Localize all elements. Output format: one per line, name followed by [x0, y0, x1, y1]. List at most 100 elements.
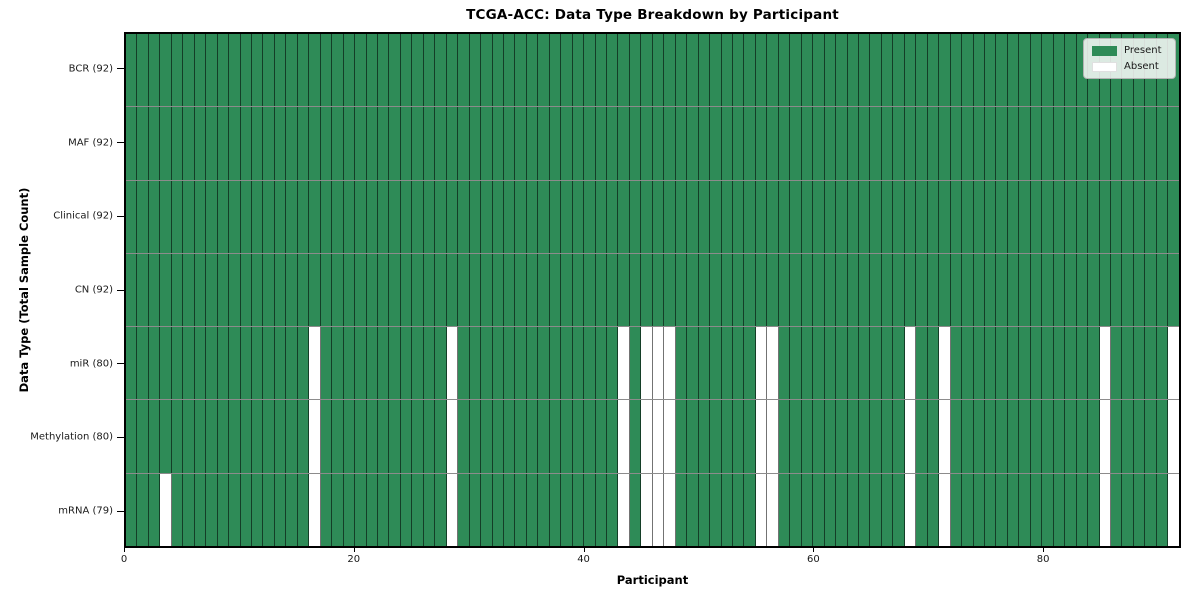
heatmap-cell — [710, 253, 722, 327]
heatmap-cell — [343, 253, 356, 327]
heatmap-cell — [973, 400, 985, 473]
heatmap-row — [126, 107, 1179, 181]
heatmap-cell — [859, 473, 871, 546]
heatmap-cell — [412, 34, 424, 107]
heatmap-cell — [629, 327, 642, 400]
heatmap-cell — [675, 34, 688, 107]
heatmap-cell — [1007, 400, 1020, 473]
heatmap-cell — [171, 180, 184, 253]
heatmap-cell — [538, 473, 550, 546]
heatmap-cell — [595, 34, 608, 107]
heatmap-cell — [549, 473, 562, 546]
heatmap-cell — [229, 107, 241, 180]
heatmap-cell — [996, 180, 1008, 253]
heatmap-cell — [973, 473, 985, 546]
heatmap-cell — [1156, 107, 1169, 180]
x-tick-label: 20 — [347, 554, 361, 565]
heatmap-cell — [446, 107, 459, 180]
heatmap-cell — [309, 180, 321, 253]
heatmap-row — [126, 327, 1179, 401]
heatmap-cell — [847, 107, 859, 180]
heatmap-cell — [687, 400, 699, 473]
heatmap-cell — [767, 327, 779, 400]
heatmap-cell — [675, 107, 688, 180]
heatmap-cell — [744, 180, 756, 253]
heatmap-cell — [1122, 107, 1134, 180]
heatmap-cell — [1030, 327, 1043, 400]
heatmap-cell — [1030, 253, 1043, 327]
heatmap-cell — [446, 180, 459, 253]
heatmap-cell — [687, 253, 699, 327]
heatmap-cell — [710, 473, 722, 546]
heatmap-cell — [137, 34, 149, 107]
heatmap-cell — [836, 473, 848, 546]
heatmap-cell — [572, 180, 585, 253]
heatmap-cell — [1065, 180, 1077, 253]
heatmap-cell — [355, 180, 367, 253]
heatmap-cell — [458, 34, 470, 107]
heatmap-cell — [194, 253, 207, 327]
heatmap-cell — [240, 400, 252, 473]
heatmap-row — [126, 473, 1179, 546]
heatmap-cell — [813, 400, 825, 473]
heatmap-cell — [710, 400, 722, 473]
heatmap-cell — [1088, 327, 1100, 400]
y-tick-label: Methylation (80) — [30, 431, 113, 443]
heatmap-cell — [400, 180, 413, 253]
heatmap-cell — [1133, 400, 1146, 473]
heatmap-cell — [629, 180, 642, 253]
heatmap-cell — [377, 34, 390, 107]
heatmap-cell — [229, 180, 241, 253]
heatmap-cell — [561, 107, 573, 180]
heatmap-cell — [973, 180, 985, 253]
heatmap-cell — [1133, 107, 1146, 180]
heatmap-cell — [755, 180, 768, 253]
heatmap-cell — [710, 327, 722, 400]
heatmap-cell — [859, 327, 871, 400]
heatmap-cell — [1019, 253, 1031, 327]
heatmap-cell — [469, 180, 482, 253]
heatmap-cell — [916, 180, 928, 253]
heatmap-cell — [263, 400, 275, 473]
heatmap-cell — [1065, 253, 1077, 327]
heatmap-cell — [778, 34, 791, 107]
heatmap-cell — [229, 473, 241, 546]
heatmap-cell — [423, 253, 436, 327]
heatmap-cell — [801, 253, 814, 327]
heatmap-cell — [194, 327, 207, 400]
heatmap-cell — [1145, 473, 1157, 546]
heatmap-cell — [824, 180, 837, 253]
heatmap-cell — [767, 253, 779, 327]
heatmap-cell — [343, 180, 356, 253]
heatmap-cell — [641, 253, 653, 327]
heatmap-cell — [733, 107, 745, 180]
heatmap-cell — [274, 107, 287, 180]
heatmap-cell — [755, 34, 768, 107]
heatmap-cell — [607, 107, 619, 180]
heatmap-cell — [1088, 107, 1100, 180]
heatmap-cell — [744, 400, 756, 473]
heatmap-cell — [870, 253, 882, 327]
heatmap-cell — [183, 253, 195, 327]
heatmap-cell — [801, 180, 814, 253]
heatmap-cell — [561, 253, 573, 327]
heatmap-cell — [973, 34, 985, 107]
heatmap-cell — [618, 180, 630, 253]
heatmap-cell — [561, 180, 573, 253]
heatmap-cell — [962, 107, 974, 180]
heatmap-cell — [698, 473, 711, 546]
heatmap-cell — [1168, 327, 1179, 400]
heatmap-cell — [332, 107, 344, 180]
heatmap-cell — [492, 34, 504, 107]
heatmap-cell — [984, 253, 997, 327]
heatmap-cell — [251, 107, 264, 180]
heatmap-cell — [126, 327, 138, 400]
heatmap-cell — [939, 253, 951, 327]
heatmap-cell — [618, 253, 630, 327]
heatmap-cell — [698, 400, 711, 473]
heatmap-cell — [801, 327, 814, 400]
heatmap-cell — [435, 473, 447, 546]
heatmap-cell — [607, 34, 619, 107]
heatmap-cell — [996, 253, 1008, 327]
heatmap-cell — [870, 473, 882, 546]
